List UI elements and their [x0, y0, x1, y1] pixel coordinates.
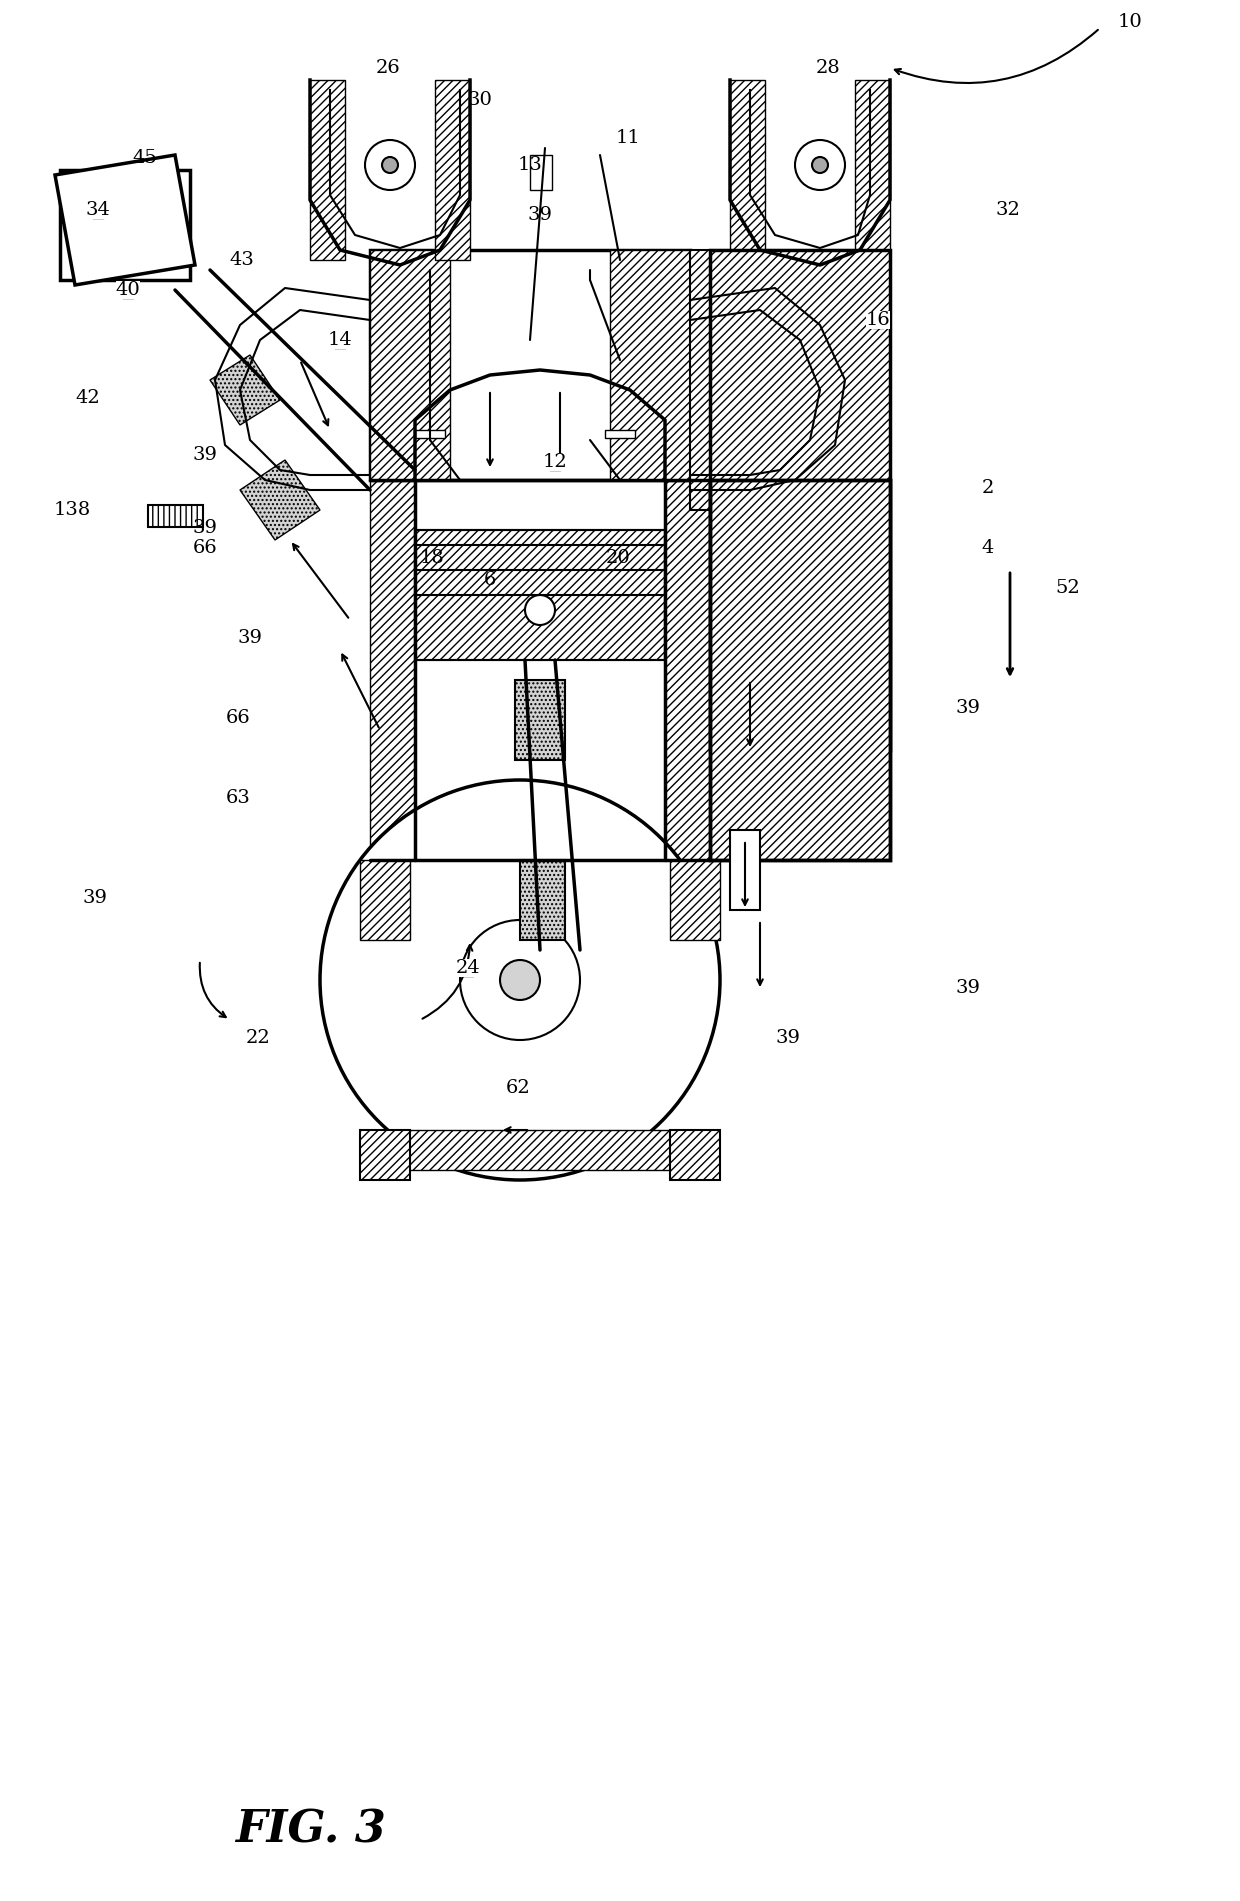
Text: 4: 4 — [982, 540, 994, 557]
Bar — [665, 479, 711, 859]
Text: 14: 14 — [327, 331, 352, 350]
Bar — [360, 1129, 410, 1181]
Circle shape — [795, 141, 844, 190]
Bar — [689, 251, 861, 509]
Text: 18: 18 — [419, 549, 444, 566]
Text: 24: 24 — [455, 958, 480, 977]
Text: 39: 39 — [956, 979, 981, 996]
Bar — [711, 479, 890, 859]
Circle shape — [365, 141, 415, 190]
Bar — [415, 530, 665, 660]
Text: 40: 40 — [115, 281, 140, 298]
Bar — [529, 156, 552, 190]
Text: 62: 62 — [506, 1080, 531, 1097]
Bar — [415, 430, 445, 437]
Bar — [435, 80, 470, 260]
Bar — [415, 530, 665, 660]
Text: 66: 66 — [192, 540, 217, 557]
Bar — [370, 251, 450, 479]
Bar — [730, 80, 765, 260]
Text: 30: 30 — [467, 91, 492, 108]
Bar — [370, 251, 689, 479]
Circle shape — [460, 920, 580, 1040]
Circle shape — [525, 595, 556, 625]
Bar — [360, 859, 410, 939]
Bar — [670, 859, 720, 939]
Text: 13: 13 — [517, 156, 542, 175]
Text: 39: 39 — [192, 447, 217, 464]
Text: 39: 39 — [956, 700, 981, 717]
Text: 12: 12 — [543, 452, 568, 471]
Text: 39: 39 — [238, 629, 263, 646]
Text: 42: 42 — [76, 390, 100, 407]
Text: 2: 2 — [982, 479, 994, 496]
Circle shape — [500, 960, 539, 1000]
Text: 52: 52 — [1055, 580, 1080, 597]
Bar — [711, 251, 890, 751]
Text: 6: 6 — [484, 570, 496, 589]
Circle shape — [812, 158, 828, 173]
Text: 63: 63 — [226, 789, 250, 808]
Text: 10: 10 — [1117, 13, 1142, 30]
Text: 26: 26 — [376, 59, 401, 78]
Polygon shape — [210, 355, 280, 426]
Text: 28: 28 — [816, 59, 841, 78]
Text: 39: 39 — [192, 519, 217, 536]
Bar — [148, 506, 203, 527]
Polygon shape — [241, 460, 320, 540]
Text: 45: 45 — [133, 148, 157, 167]
Text: 66: 66 — [226, 709, 250, 726]
Circle shape — [382, 158, 398, 173]
Text: 39: 39 — [775, 1028, 801, 1047]
Bar — [856, 80, 890, 260]
Bar — [670, 1129, 720, 1181]
Text: 39: 39 — [527, 205, 553, 224]
Polygon shape — [55, 156, 195, 285]
Text: 138: 138 — [53, 502, 91, 519]
Bar — [360, 1129, 711, 1169]
Bar — [730, 831, 760, 911]
Bar — [60, 169, 190, 279]
Bar — [310, 80, 345, 260]
Bar — [370, 479, 415, 859]
Circle shape — [340, 800, 701, 1160]
Text: 16: 16 — [866, 312, 890, 329]
Text: FIG. 3: FIG. 3 — [234, 1808, 386, 1852]
Text: 11: 11 — [615, 129, 640, 146]
Text: 43: 43 — [229, 251, 254, 270]
Bar — [610, 251, 689, 479]
Bar — [711, 479, 890, 859]
Text: 34: 34 — [86, 202, 110, 219]
Text: 32: 32 — [996, 202, 1021, 219]
Bar — [515, 681, 565, 760]
Text: 22: 22 — [246, 1028, 270, 1047]
Bar — [605, 430, 635, 437]
Text: 20: 20 — [605, 549, 630, 566]
Text: 39: 39 — [83, 890, 108, 907]
Circle shape — [320, 779, 720, 1181]
Bar — [520, 859, 565, 939]
